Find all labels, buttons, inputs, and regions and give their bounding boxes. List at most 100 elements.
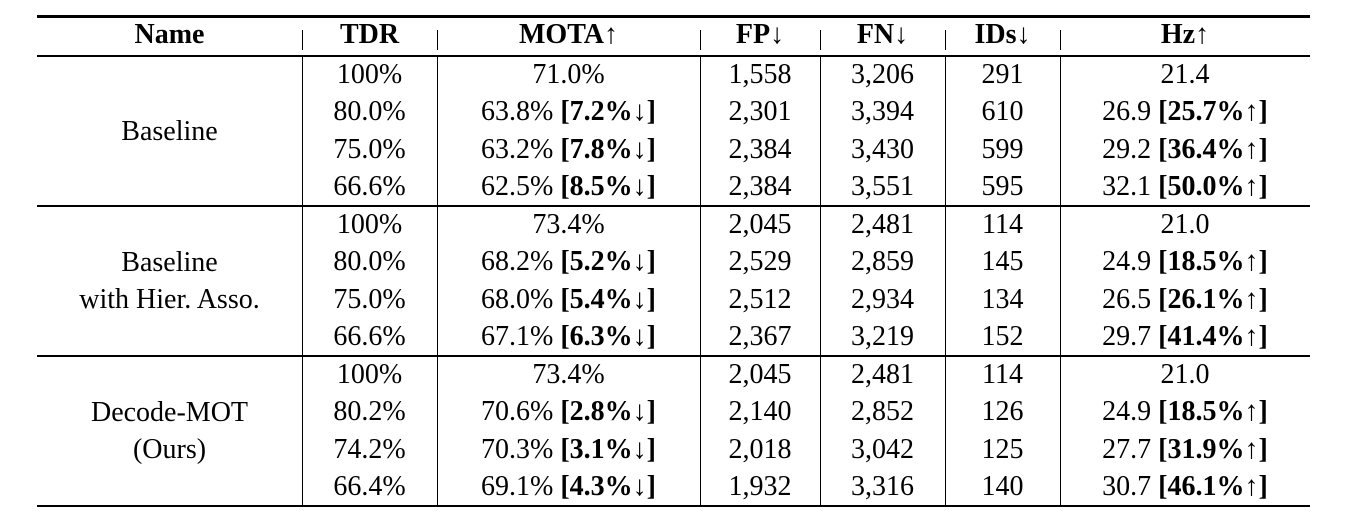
cell-delta: [25.7%↑]: [1158, 96, 1268, 128]
data-cell: 24.9 [18.5%↑]: [1060, 244, 1310, 280]
data-cell: 3,430: [851, 133, 914, 165]
cell-delta: [5.4%↓]: [560, 283, 656, 315]
header-cell: Hz↑: [1160, 19, 1210, 50]
data-cell: 595: [981, 171, 1024, 203]
data-cell: 145: [981, 246, 1024, 278]
cell-delta: [8.5%↓]: [560, 171, 656, 203]
data-cell: 26.5 [26.1%↑]: [1060, 282, 1310, 318]
data-cell: 70.3% [3.1%↓]: [437, 432, 700, 468]
rule: [37, 505, 1310, 507]
data-cell: 27.7 [31.9%↑]: [1060, 432, 1310, 468]
header-divider: [945, 30, 946, 50]
cell-value: 24.9: [1102, 246, 1152, 278]
cell-value: 26.5: [1102, 283, 1152, 315]
data-cell: 2,852: [851, 396, 914, 428]
data-cell: 3,551: [851, 171, 914, 203]
data-cell: 3,316: [851, 471, 914, 503]
data-cell: 70.6% [2.8%↓]: [437, 394, 700, 430]
data-cell: 1,558: [728, 59, 792, 90]
data-cell: 2,934: [851, 283, 914, 315]
data-cell: 125: [981, 433, 1024, 465]
header-cell: Name: [134, 19, 205, 50]
data-cell: 67.1% [6.3%↓]: [437, 319, 700, 355]
data-cell: 2,045: [728, 209, 792, 240]
header-divider: [1060, 30, 1061, 50]
cell-delta: [46.1%↑]: [1158, 471, 1268, 503]
header-divider: [302, 30, 303, 50]
data-cell: 1,932: [728, 471, 792, 503]
header-cell: FP↓: [735, 19, 785, 50]
cell-value: 29.7: [1102, 321, 1152, 353]
data-cell: 134: [981, 283, 1024, 315]
cell-value: 29.2: [1102, 133, 1152, 165]
column-divider: [945, 57, 946, 205]
data-cell: 3,219: [851, 321, 914, 353]
data-cell: 2,384: [728, 133, 792, 165]
header-cell: IDs↓: [974, 19, 1031, 50]
cell-delta: [36.4%↑]: [1158, 133, 1268, 165]
data-cell: 2,140: [728, 396, 792, 428]
data-cell: 2,384: [728, 171, 792, 203]
cell-delta: [18.5%↑]: [1158, 246, 1268, 278]
column-divider: [820, 207, 821, 355]
cell-delta: [7.8%↓]: [560, 133, 656, 165]
data-cell: 2,529: [728, 246, 792, 278]
cell-value: 24.9: [1102, 396, 1152, 428]
data-cell: 21.0: [1060, 207, 1310, 243]
data-cell: 100%: [336, 359, 403, 390]
data-cell: 29.7 [41.4%↑]: [1060, 319, 1310, 355]
data-cell: 73.4%: [437, 207, 700, 243]
data-cell: 2,367: [728, 321, 792, 353]
column-divider: [302, 207, 303, 355]
data-cell: 126: [981, 396, 1024, 428]
cell-value: 63.2%: [481, 133, 554, 165]
data-cell: 63.8% [7.2%↓]: [437, 94, 700, 130]
rule: [37, 55, 1310, 57]
rule: [37, 15, 1310, 18]
data-cell: 2,481: [851, 209, 914, 240]
data-cell: 21.4: [1060, 57, 1310, 93]
data-cell: 32.1 [50.0%↑]: [1060, 169, 1310, 205]
column-divider: [1060, 207, 1061, 355]
column-divider: [945, 207, 946, 355]
column-divider: [437, 207, 438, 355]
data-cell: 2,859: [851, 246, 914, 278]
cell-value: 63.8%: [481, 96, 554, 128]
cell-delta: [41.4%↑]: [1158, 321, 1268, 353]
data-cell: 68.0% [5.4%↓]: [437, 282, 700, 318]
data-cell: 140: [981, 471, 1024, 503]
data-cell: 2,045: [728, 359, 792, 390]
data-cell: 24.9 [18.5%↑]: [1060, 394, 1310, 430]
cell-value: 73.4%: [532, 209, 605, 240]
data-cell: 63.2% [7.8%↓]: [437, 132, 700, 168]
cell-value: 70.6%: [481, 396, 554, 428]
group-name: (Ours): [132, 434, 207, 465]
column-divider: [700, 57, 701, 205]
data-cell: 66.6%: [333, 321, 406, 353]
cell-value: 32.1: [1102, 171, 1152, 203]
data-cell: 30.7 [46.1%↑]: [1060, 469, 1310, 505]
cell-value: 62.5%: [481, 171, 554, 203]
column-divider: [1060, 357, 1061, 505]
data-cell: 80.0%: [333, 246, 406, 278]
column-divider: [437, 357, 438, 505]
data-cell: 26.9 [25.7%↑]: [1060, 94, 1310, 130]
rule: [37, 205, 1310, 207]
column-divider: [302, 357, 303, 505]
column-divider: [700, 357, 701, 505]
column-divider: [700, 207, 701, 355]
header-cell: TDR: [339, 19, 400, 50]
data-cell: 2,018: [728, 433, 792, 465]
cell-delta: [2.8%↓]: [560, 396, 656, 428]
data-cell: 100%: [336, 59, 403, 90]
column-divider: [820, 57, 821, 205]
data-cell: 2,481: [851, 359, 914, 390]
column-divider: [1060, 57, 1061, 205]
data-cell: 75.0%: [333, 283, 406, 315]
cell-delta: [7.2%↓]: [560, 96, 656, 128]
data-cell: 3,206: [851, 59, 914, 90]
data-cell: 69.1% [4.3%↓]: [437, 469, 700, 505]
data-cell: 2,512: [728, 283, 792, 315]
data-cell: 610: [981, 96, 1024, 128]
